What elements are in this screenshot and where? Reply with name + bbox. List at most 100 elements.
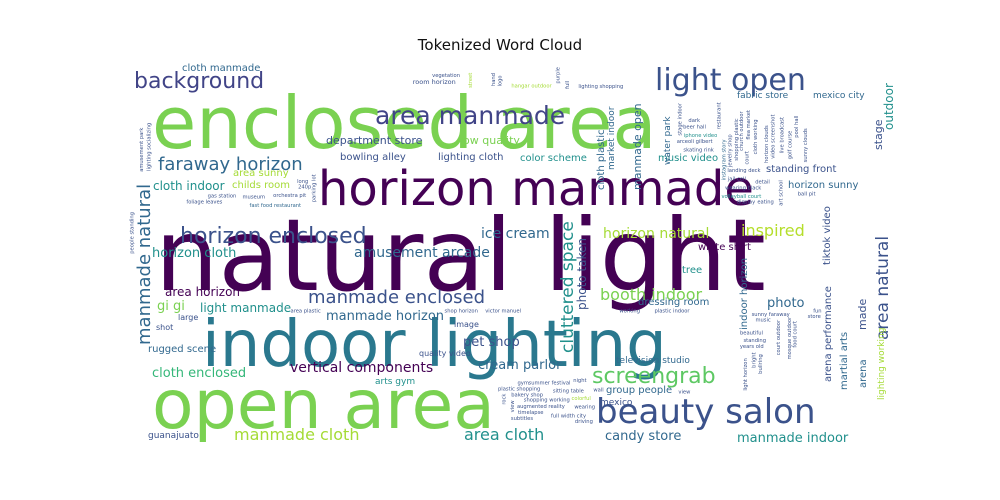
- word-132: live broadcast: [779, 117, 785, 154]
- word-117: detail: [755, 180, 770, 186]
- word-28: pet shop: [463, 335, 520, 350]
- word-114: full width city: [551, 413, 586, 419]
- word-9: horizon enclosed: [180, 224, 367, 249]
- word-91: sunny faraway: [752, 312, 790, 318]
- word-19: inspired: [741, 221, 805, 240]
- word-4: horizon manmade: [318, 161, 754, 217]
- word-143: working: [619, 309, 640, 315]
- word-16: manmade cloth: [234, 425, 359, 444]
- word-134: timelapse: [518, 410, 544, 416]
- word-102: court outdoor: [776, 319, 782, 355]
- word-90: eating: [757, 199, 773, 205]
- word-136: subtitles: [511, 416, 533, 422]
- word-116: beautiful: [740, 331, 763, 337]
- word-149: bright: [752, 352, 758, 367]
- word-47: rugged scene: [148, 344, 216, 355]
- word-3: open area: [152, 366, 495, 445]
- word-11: manmade enclosed: [308, 287, 485, 308]
- word-104: flea market: [746, 110, 752, 140]
- word-57: arts gym: [375, 377, 415, 387]
- word-156: store: [808, 314, 821, 320]
- word-18: booth indoor: [600, 285, 703, 304]
- word-92: cloth working: [753, 119, 759, 154]
- word-126: rock: [502, 394, 508, 405]
- word-48: cloth manmade: [182, 63, 260, 74]
- chart-title: Tokenized Word Cloud: [417, 36, 583, 54]
- word-8: background: [134, 69, 264, 94]
- word-142: ball pit: [798, 191, 816, 197]
- word-10: faraway horizon: [158, 154, 303, 175]
- word-127: night: [573, 378, 586, 384]
- word-60: mexico city: [813, 91, 865, 101]
- word-46: tree: [682, 265, 702, 276]
- word-66: manmade open: [631, 103, 644, 190]
- word-100: plastic indoor: [654, 309, 690, 315]
- word-59: fabric store: [737, 91, 789, 101]
- word-159: music: [755, 318, 770, 324]
- word-67: cloth plastic: [596, 130, 607, 191]
- word-128: street: [468, 73, 474, 88]
- word-96: iphone video: [684, 133, 718, 139]
- word-83: bakery shop: [511, 392, 543, 398]
- word-26: candy store: [605, 429, 681, 444]
- word-155: vegetation: [432, 73, 460, 79]
- word-95: horizon clouds: [764, 125, 770, 163]
- word-69: photo taken: [575, 238, 589, 310]
- word-107: augmented reality: [517, 404, 565, 410]
- word-160: view: [678, 389, 691, 395]
- word-103: wearing black: [725, 186, 761, 192]
- word-133: bullring: [758, 354, 764, 374]
- word-135: gas station: [208, 193, 237, 199]
- word-58: area sunny: [233, 168, 289, 179]
- word-101: shop horizon: [445, 308, 478, 314]
- word-24: manmade horizon: [326, 309, 444, 324]
- word-29: cream parlor: [478, 358, 562, 373]
- word-13: area natural: [873, 236, 893, 340]
- word-148: fun: [813, 308, 821, 314]
- cloud-background: [125, 60, 900, 445]
- word-52: indoor horizon: [739, 258, 750, 330]
- word-65: market indoor: [607, 106, 617, 170]
- word-43: group people: [606, 385, 672, 396]
- word-79: parking lot: [312, 174, 318, 202]
- word-25: cloth enclosed: [152, 366, 246, 381]
- word-17: area cloth: [464, 425, 544, 444]
- word-111: foliage leaves: [186, 200, 222, 206]
- word-153: sunny clouds: [803, 128, 809, 162]
- word-137: golf course: [788, 131, 794, 160]
- word-93: landing deck: [727, 168, 760, 174]
- word-85: sitting table: [553, 388, 584, 394]
- word-7: area manmade: [375, 101, 565, 130]
- word-124: long: [297, 179, 308, 185]
- word-150: food court: [792, 321, 798, 348]
- word-145: full: [565, 81, 571, 89]
- word-38: lighting cloth: [438, 152, 503, 163]
- word-112: video screenshot: [770, 115, 776, 159]
- word-139: pool hall: [794, 116, 800, 138]
- word-151: amusement park: [139, 128, 145, 172]
- word-84: volleyball court: [721, 194, 761, 200]
- word-125: wall: [593, 388, 603, 394]
- word-152: light horizon: [743, 358, 749, 390]
- word-88: court: [745, 151, 751, 164]
- word-0: natural light: [155, 197, 766, 314]
- word-23: amusement arcade: [354, 245, 490, 261]
- word-147: area plastic: [291, 308, 321, 314]
- word-154: lighting shopping: [578, 84, 623, 90]
- word-82: plastic shopping: [498, 387, 540, 393]
- word-34: light manmade: [200, 301, 291, 315]
- word-78: summer festival: [529, 381, 571, 387]
- word-71: shot: [156, 323, 173, 332]
- word-35: department store: [326, 134, 423, 147]
- words-layer: natural light enclosed area indoor lightin…: [130, 63, 896, 446]
- word-64: water park: [663, 116, 673, 165]
- word-54: martial arts: [839, 332, 850, 390]
- word-15: cluttered space: [558, 221, 578, 353]
- word-77: instagram story: [722, 139, 728, 180]
- word-41: standing front: [766, 164, 836, 175]
- word-50: white shirt: [698, 242, 751, 253]
- word-53: television studio: [616, 356, 690, 366]
- word-51: arena performance: [823, 286, 834, 382]
- word-121: purple: [556, 67, 562, 84]
- word-30: horizon cloth: [152, 246, 236, 261]
